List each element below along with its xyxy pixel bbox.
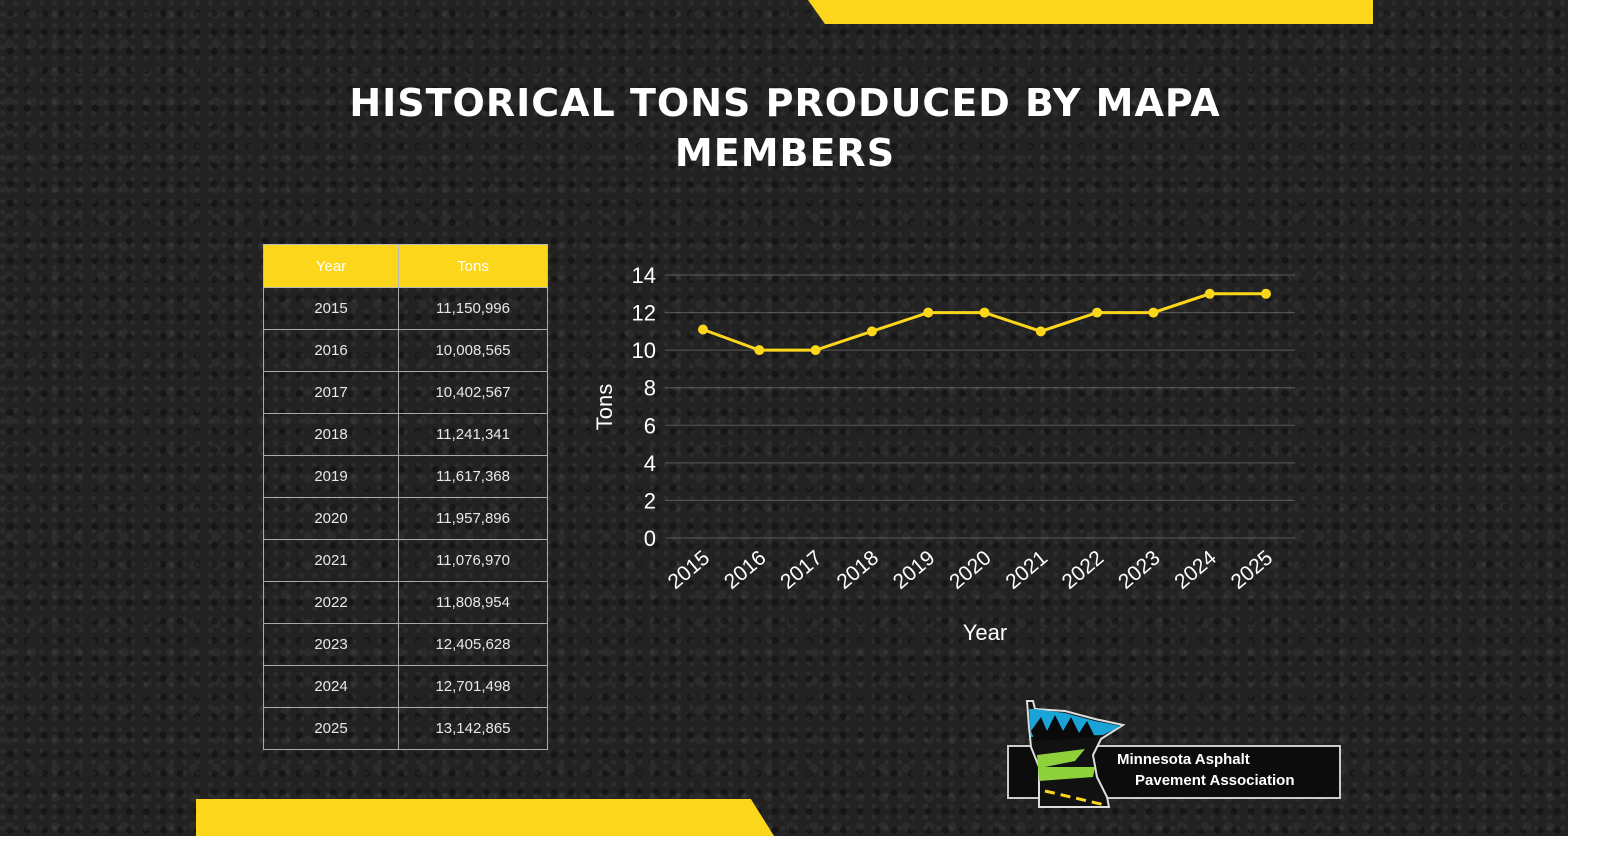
data-point <box>810 345 821 356</box>
year-cell: 2019 <box>263 455 399 498</box>
table-row: 2022 11,808,954 <box>263 581 548 624</box>
year-cell: 2020 <box>263 497 399 540</box>
table-row: 2017 10,402,567 <box>263 371 548 414</box>
y-tick-label: 6 <box>644 413 656 438</box>
year-cell: 2015 <box>263 287 399 330</box>
tons-cell: 12,701,498 <box>398 665 548 708</box>
data-point <box>866 326 877 337</box>
tons-cell: 10,008,565 <box>398 329 548 372</box>
bottom-accent-bar <box>196 799 774 836</box>
x-tick-label: 2020 <box>945 546 996 594</box>
table-row: 2025 13,142,865 <box>263 707 548 750</box>
table-row: 2021 11,076,970 <box>263 539 548 582</box>
data-point <box>1092 307 1103 318</box>
x-tick-label: 2021 <box>1001 546 1052 594</box>
year-cell: 2017 <box>263 371 399 414</box>
y-tick-label: 8 <box>644 376 656 401</box>
logo-line-1: Minnesota Asphalt <box>1117 751 1250 768</box>
table-row: 2016 10,008,565 <box>263 329 548 372</box>
data-point <box>1148 307 1159 318</box>
header-tons: Tons <box>398 244 548 288</box>
top-accent-bar <box>808 0 1373 24</box>
tons-cell: 11,241,341 <box>398 413 548 456</box>
y-axis-label: Tons <box>592 384 617 430</box>
data-point <box>1261 288 1271 299</box>
x-tick-label: 2019 <box>889 546 940 594</box>
table-row: 2024 12,701,498 <box>263 665 548 708</box>
x-tick-label: 2023 <box>1114 546 1165 594</box>
year-cell: 2022 <box>263 581 399 624</box>
y-tick-label: 2 <box>644 488 656 513</box>
y-tick-label: 4 <box>644 451 656 476</box>
tons-cell: 12,405,628 <box>398 623 548 666</box>
asphalt-background <box>0 0 1568 836</box>
minnesota-map-icon <box>1025 700 1126 808</box>
x-tick-label: 2025 <box>1227 546 1278 594</box>
table-row: 2018 11,241,341 <box>263 413 548 456</box>
x-tick-label: 2018 <box>833 546 884 594</box>
series-line <box>702 292 1266 352</box>
tons-cell: 13,142,865 <box>398 707 548 750</box>
y-tick-label: 10 <box>632 338 656 363</box>
data-point <box>698 324 708 335</box>
data-point <box>1204 288 1215 299</box>
page-title: HISTORICAL TONS PRODUCED BY MAPA MEMBERS <box>349 81 1221 175</box>
table-row: 2019 11,617,368 <box>263 455 548 498</box>
year-cell: 2016 <box>263 329 399 372</box>
data-point <box>754 345 765 356</box>
y-tick-label: 14 <box>632 263 656 288</box>
x-tick-label: 2017 <box>776 546 827 594</box>
data-point <box>923 307 934 318</box>
y-tick-label: 0 <box>644 526 656 551</box>
x-tick-label: 2016 <box>720 546 771 594</box>
year-cell: 2024 <box>263 665 399 708</box>
tons-cell: 11,617,368 <box>398 455 548 498</box>
table-row: 2023 12,405,628 <box>263 623 548 666</box>
data-point <box>979 307 990 318</box>
year-cell: 2018 <box>263 413 399 456</box>
data-point <box>1035 326 1046 337</box>
x-axis-label: Year <box>963 620 1007 645</box>
x-tick-label: 2022 <box>1058 546 1109 594</box>
logo-line-2: Pavement Association <box>1135 772 1295 789</box>
mapa-logo: Minnesota Asphalt Pavement Association <box>1005 697 1341 809</box>
tons-cell: 11,150,996 <box>398 287 548 330</box>
x-tick-label: 2024 <box>1170 546 1221 594</box>
tons-cell: 10,402,567 <box>398 371 548 414</box>
year-cell: 2025 <box>263 707 399 750</box>
tons-cell: 11,076,970 <box>398 539 548 582</box>
table-row: 2020 11,957,896 <box>263 497 548 540</box>
x-tick-label: 2015 <box>664 546 715 594</box>
y-tick-label: 12 <box>632 301 656 326</box>
table-row: 2015 11,150,996 <box>263 287 548 330</box>
tons-table: Year Tons 2015 11,150,996 2016 10,008,565 20… <box>263 244 548 750</box>
